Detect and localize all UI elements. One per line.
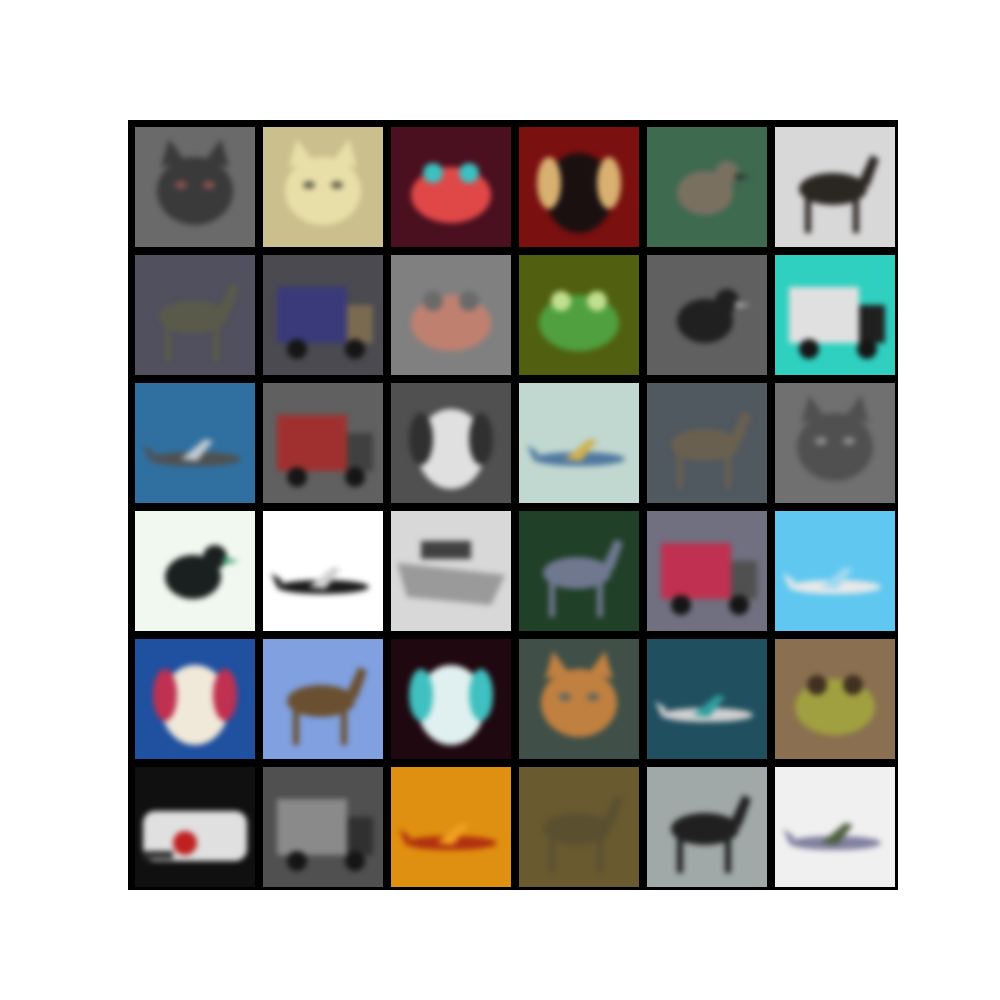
image-grid [128,120,898,890]
thumbnail-image [135,511,255,631]
thumbnail-image [391,383,511,503]
thumbnail-deer [647,767,767,887]
thumbnail-image [391,255,511,375]
thumbnail-bird [647,127,767,247]
thumbnail-horse [263,639,383,759]
thumbnail-deer [519,767,639,887]
thumbnail-image [135,639,255,759]
thumbnail-image [647,767,767,887]
thumbnail-deer [135,255,255,375]
thumbnail-image [775,383,895,503]
thumbnail-frog [391,255,511,375]
thumbnail-image [775,127,895,247]
thumbnail-image [519,255,639,375]
thumbnail-image [263,383,383,503]
thumbnail-airplane [135,383,255,503]
thumbnail-image [647,127,767,247]
thumbnail-airplane [519,383,639,503]
thumbnail-image [647,511,767,631]
thumbnail-frog [391,127,511,247]
thumbnail-cat [519,639,639,759]
thumbnail-truck [647,511,767,631]
thumbnail-truck [263,767,383,887]
thumbnail-image [135,127,255,247]
thumbnail-airplane [775,767,895,887]
thumbnail-image [519,127,639,247]
thumbnail-cat [263,127,383,247]
thumbnail-deer [519,511,639,631]
thumbnail-cat [135,127,255,247]
thumbnail-image [519,383,639,503]
thumbnail-image [135,383,255,503]
thumbnail-frog [519,255,639,375]
thumbnail-airplane [647,639,767,759]
thumbnail-image [519,511,639,631]
thumbnail-deer [647,383,767,503]
thumbnail-airplane [263,511,383,631]
thumbnail-image [647,639,767,759]
thumbnail-image [775,767,895,887]
thumbnail-airplane [775,511,895,631]
thumbnail-image [519,639,639,759]
thumbnail-image [519,767,639,887]
thumbnail-image [775,639,895,759]
thumbnail-image [391,767,511,887]
thumbnail-airplane [391,767,511,887]
thumbnail-dog [391,383,511,503]
thumbnail-image [263,639,383,759]
thumbnail-truck [263,255,383,375]
thumbnail-image [263,511,383,631]
thumbnail-image [391,511,511,631]
thumbnail-image [135,255,255,375]
thumbnail-cat [775,383,895,503]
thumbnail-automobile [135,767,255,887]
thumbnail-image [647,383,767,503]
thumbnail-image [263,127,383,247]
thumbnail-image [391,639,511,759]
thumbnail-image [775,255,895,375]
thumbnail-dog [135,639,255,759]
thumbnail-image [391,127,511,247]
thumbnail-bird [647,255,767,375]
thumbnail-image [775,511,895,631]
thumbnail-dog [519,127,639,247]
thumbnail-bird [135,511,255,631]
thumbnail-image [263,255,383,375]
thumbnail-truck [775,255,895,375]
thumbnail-image [647,255,767,375]
thumbnail-frog [775,639,895,759]
thumbnail-dog [391,639,511,759]
thumbnail-truck [263,383,383,503]
thumbnail-ship [391,511,511,631]
thumbnail-image [135,767,255,887]
thumbnail-horse [775,127,895,247]
thumbnail-image [263,767,383,887]
